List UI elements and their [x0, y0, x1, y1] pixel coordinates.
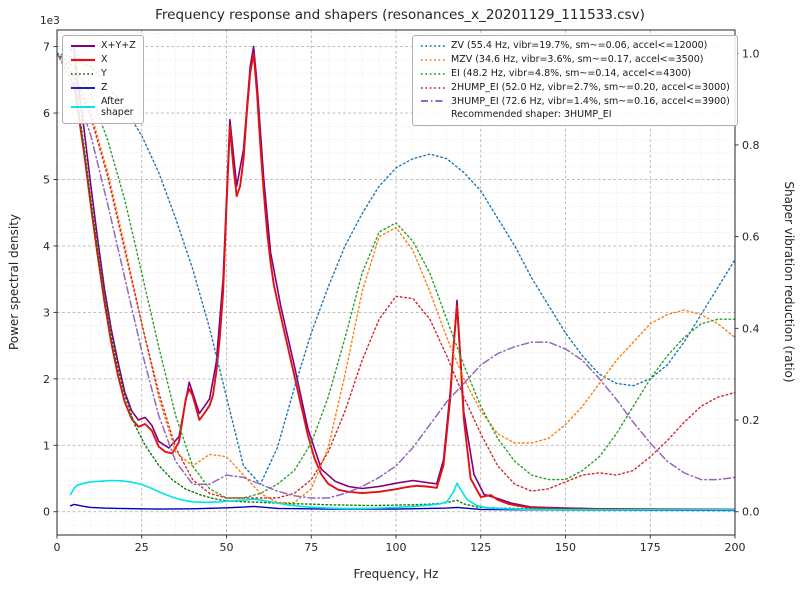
legend-item-after-shaper: After shaper	[70, 96, 136, 120]
curve-3hump-ei	[57, 52, 735, 499]
legend-label-mzv: MZV (34.6 Hz, vibr=3.6%, sm~=0.17, accel…	[451, 53, 704, 65]
y-right-tick-label: 0.8	[742, 139, 760, 152]
y-right-tick-label: 1.0	[742, 47, 760, 60]
legend-label-2hump-ei: 2HUMP_EI (52.0 Hz, vibr=2.7%, sm~=0.20, …	[451, 81, 730, 93]
legend-label-y: Y	[101, 67, 107, 79]
legend-line-sample	[421, 45, 445, 47]
x-tick-label: 125	[470, 541, 491, 554]
y-left-tick-label: 0	[43, 506, 50, 519]
legend-label-3hump-ei: 3HUMP_EI (72.6 Hz, vibr=1.4%, sm~=0.16, …	[451, 95, 730, 107]
x-tick-label: 75	[304, 541, 318, 554]
legend-label-after-shaper: After shaper	[101, 95, 134, 119]
x-tick-label: 25	[135, 541, 149, 554]
axis-ticks: 0 25 50 75 100 125 150 175 200 0 1 2 3 4 5 6 7 0.0 0.2 0.4 0…	[43, 41, 760, 554]
legend-spacer	[420, 110, 446, 120]
y-axis-offset-label: 1e3	[40, 15, 60, 27]
x-tick-label: 50	[220, 541, 234, 554]
legend-label-z: Z	[101, 81, 108, 93]
legend-item-mzv: MZV (34.6 Hz, vibr=3.6%, sm~=0.17, accel…	[420, 54, 730, 66]
curve-after-shaper	[69, 479, 735, 511]
x-tick-label: 150	[555, 541, 576, 554]
x-tick-label: 100	[386, 541, 407, 554]
curve-z	[69, 503, 735, 512]
y-right-tick-label: 0.2	[742, 414, 760, 427]
y-right-tick-label: 0.6	[742, 231, 760, 244]
legend-line-sample	[421, 86, 445, 89]
legend-line-sample	[421, 72, 445, 75]
curve-y	[69, 72, 735, 511]
curve-ei	[57, 52, 735, 499]
legend-line-sample	[71, 58, 95, 61]
psd-curves	[69, 45, 735, 512]
y-left-tick-label: 1	[43, 439, 50, 452]
legend-line-sample	[71, 44, 95, 47]
legend-item-ei: EI (48.2 Hz, vibr=4.8%, sm~=0.14, accel<…	[420, 68, 730, 80]
legend-item-recommendation: Recommended shaper: 3HUMP_EI	[420, 109, 730, 121]
y-right-tick-label: 0.4	[742, 322, 760, 335]
legend-label-zv: ZV (55.4 Hz, vibr=19.7%, sm~=0.06, accel…	[451, 40, 708, 51]
curve-zv	[57, 52, 735, 485]
shaper-legend: ZV (55.4 Hz, vibr=19.7%, sm~=0.06, accel…	[412, 35, 738, 127]
legend-line-sample	[71, 86, 95, 89]
curve-mzv	[57, 52, 735, 504]
x-tick-label: 0	[54, 541, 61, 554]
y-axis-right-label: Shaper vibration reduction (ratio)	[782, 181, 796, 382]
legend-line-sample	[421, 58, 445, 61]
chart-title: Frequency response and shapers (resonanc…	[155, 7, 645, 23]
y-left-tick-label: 7	[43, 41, 50, 54]
shaper-curves	[57, 52, 735, 504]
y-right-tick-label: 0.0	[742, 506, 760, 519]
legend-line-sample	[71, 72, 95, 75]
legend-item-xyz: X+Y+Z	[70, 40, 136, 52]
legend-label-xyz: X+Y+Z	[101, 40, 136, 51]
y-axis-left-label: Power spectral density	[7, 214, 21, 350]
y-left-tick-label: 2	[43, 373, 50, 386]
y-left-tick-label: 4	[43, 240, 50, 253]
y-left-tick-label: 3	[43, 306, 50, 319]
legend-line-sample	[71, 106, 95, 109]
legend-item-y: Y	[70, 68, 136, 80]
legend-label-x: X	[101, 53, 108, 65]
y-left-tick-label: 6	[43, 107, 50, 120]
legend-item-z: Z	[70, 82, 136, 94]
curve-x	[69, 52, 735, 511]
psd-legend: X+Y+Z X Y Z After shaper	[62, 35, 144, 125]
legend-label-ei: EI (48.2 Hz, vibr=4.8%, sm~=0.14, accel<…	[451, 67, 692, 79]
legend-item-2hump-ei: 2HUMP_EI (52.0 Hz, vibr=2.7%, sm~=0.20, …	[420, 82, 730, 94]
curve-2hump-ei	[57, 52, 735, 499]
y-left-tick-label: 5	[43, 174, 50, 187]
legend-item-x: X	[70, 54, 136, 66]
x-tick-label: 200	[725, 541, 746, 554]
recommended-shaper-text: Recommended shaper: 3HUMP_EI	[451, 109, 612, 121]
legend-item-zv: ZV (55.4 Hz, vibr=19.7%, sm~=0.06, accel…	[420, 40, 730, 52]
legend-line-sample	[421, 100, 445, 103]
x-axis-label: Frequency, Hz	[354, 567, 439, 581]
legend-item-3hump-ei: 3HUMP_EI (72.6 Hz, vibr=1.4%, sm~=0.16, …	[420, 96, 730, 108]
x-tick-label: 175	[640, 541, 661, 554]
